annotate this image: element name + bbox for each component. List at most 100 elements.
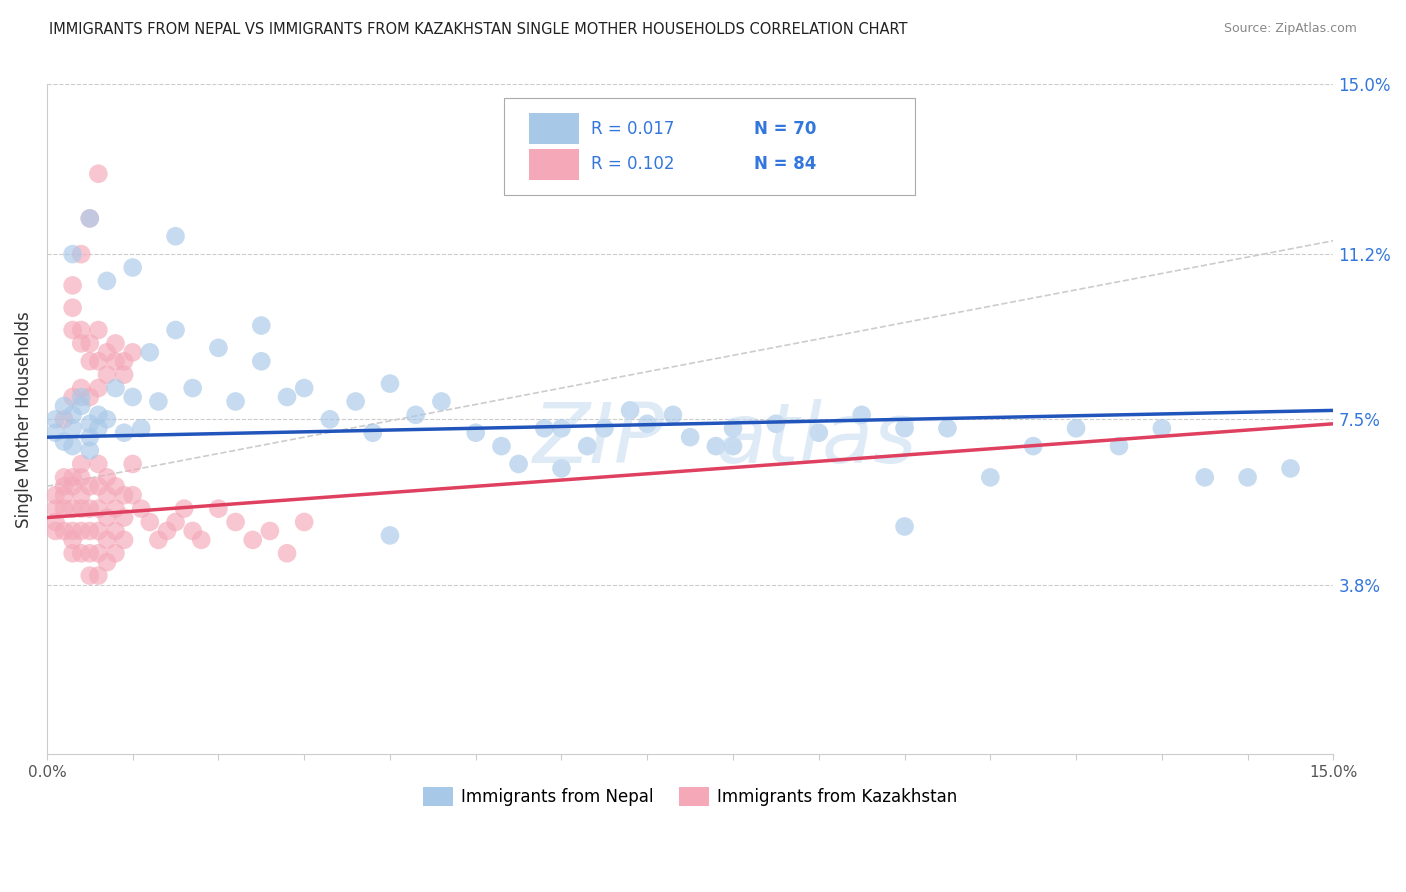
Point <box>104 354 127 368</box>
Point <box>1064 421 1087 435</box>
Point <box>79 546 101 560</box>
Point <box>87 524 110 538</box>
Point <box>96 412 118 426</box>
Point <box>430 394 453 409</box>
FancyBboxPatch shape <box>503 98 915 195</box>
Point <box>70 501 93 516</box>
Point <box>87 354 110 368</box>
Point <box>936 421 959 435</box>
Point <box>1194 470 1216 484</box>
Point <box>104 524 127 538</box>
Point <box>87 167 110 181</box>
Point <box>70 323 93 337</box>
Point <box>1150 421 1173 435</box>
Y-axis label: Single Mother Households: Single Mother Households <box>15 311 32 528</box>
Point <box>292 515 315 529</box>
Point <box>148 394 170 409</box>
Point <box>62 390 84 404</box>
Point <box>53 434 76 449</box>
Point <box>292 381 315 395</box>
Point <box>96 555 118 569</box>
Point <box>79 354 101 368</box>
Point <box>344 394 367 409</box>
Point <box>96 510 118 524</box>
Point <box>70 390 93 404</box>
Point <box>721 439 744 453</box>
Point <box>636 417 658 431</box>
Point <box>679 430 702 444</box>
Text: IMMIGRANTS FROM NEPAL VS IMMIGRANTS FROM KAZAKHSTAN SINGLE MOTHER HOUSEHOLDS COR: IMMIGRANTS FROM NEPAL VS IMMIGRANTS FROM… <box>49 22 908 37</box>
Point <box>44 425 66 440</box>
Point <box>190 533 212 547</box>
Point <box>79 417 101 431</box>
Point <box>533 421 555 435</box>
Point <box>96 368 118 382</box>
Point <box>104 501 127 516</box>
Point <box>593 421 616 435</box>
Point <box>87 479 110 493</box>
Text: R = 0.102: R = 0.102 <box>591 155 675 173</box>
Point <box>70 247 93 261</box>
Point <box>121 260 143 275</box>
Point <box>53 470 76 484</box>
Point <box>704 439 727 453</box>
Point <box>893 421 915 435</box>
Point <box>979 470 1001 484</box>
Point <box>87 408 110 422</box>
Point <box>893 519 915 533</box>
Point <box>619 403 641 417</box>
Point <box>165 323 187 337</box>
Point <box>96 488 118 502</box>
Point <box>62 247 84 261</box>
Point <box>662 408 685 422</box>
Point <box>62 323 84 337</box>
FancyBboxPatch shape <box>529 113 579 144</box>
Point <box>851 408 873 422</box>
Point <box>121 488 143 502</box>
Point <box>1236 470 1258 484</box>
Point <box>96 345 118 359</box>
Point <box>721 421 744 435</box>
Point <box>87 457 110 471</box>
Point <box>62 421 84 435</box>
Point <box>181 381 204 395</box>
Point <box>62 546 84 560</box>
Point <box>225 515 247 529</box>
Point <box>53 399 76 413</box>
Point <box>87 421 110 435</box>
Point <box>250 318 273 333</box>
Point <box>250 354 273 368</box>
Point <box>87 568 110 582</box>
Point <box>44 524 66 538</box>
Point <box>79 390 101 404</box>
Point <box>207 341 229 355</box>
Text: R = 0.017: R = 0.017 <box>591 120 675 137</box>
Text: N = 84: N = 84 <box>755 155 817 173</box>
Point <box>104 336 127 351</box>
Point <box>276 390 298 404</box>
Point <box>550 461 572 475</box>
Point <box>53 488 76 502</box>
Point <box>87 323 110 337</box>
Point <box>104 479 127 493</box>
Point <box>87 546 110 560</box>
Point <box>44 488 66 502</box>
Text: N = 70: N = 70 <box>755 120 817 137</box>
Point <box>139 515 162 529</box>
Point <box>70 546 93 560</box>
Point <box>112 368 135 382</box>
Point <box>70 470 93 484</box>
Point <box>53 524 76 538</box>
Point <box>79 443 101 458</box>
Point <box>550 421 572 435</box>
Point <box>79 211 101 226</box>
Point <box>129 421 152 435</box>
Point <box>491 439 513 453</box>
Point <box>165 515 187 529</box>
Point <box>259 524 281 538</box>
Text: ZIP: ZIP <box>533 399 665 480</box>
Text: Source: ZipAtlas.com: Source: ZipAtlas.com <box>1223 22 1357 36</box>
Point <box>44 515 66 529</box>
Point <box>464 425 486 440</box>
Point <box>70 457 93 471</box>
